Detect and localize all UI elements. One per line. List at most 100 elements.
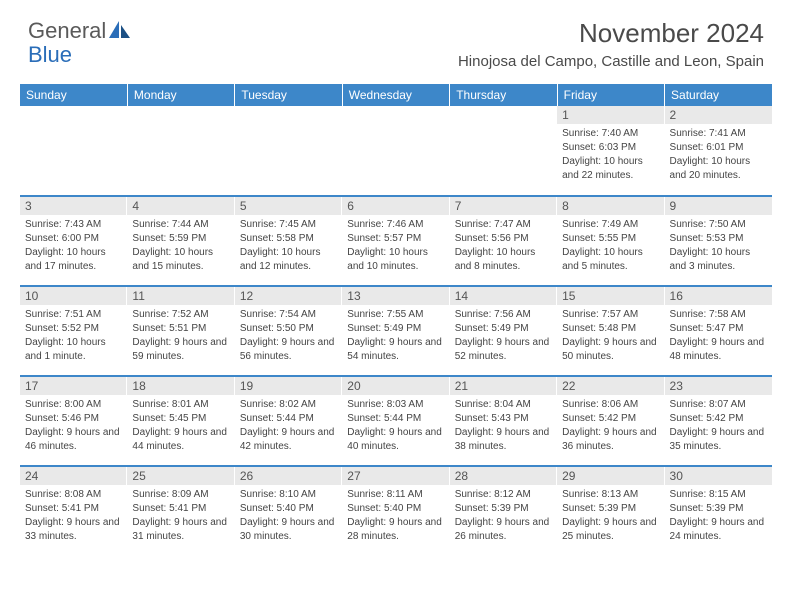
sunrise-text: Sunrise: 8:13 AM xyxy=(562,488,659,502)
sunset-text: Sunset: 5:51 PM xyxy=(132,322,229,336)
daylight-text: Daylight: 10 hours and 12 minutes. xyxy=(240,246,337,274)
sunrise-text: Sunrise: 7:58 AM xyxy=(670,308,767,322)
calendar-day-cell: 5Sunrise: 7:45 AMSunset: 5:58 PMDaylight… xyxy=(235,196,342,286)
calendar-day-cell: 20Sunrise: 8:03 AMSunset: 5:44 PMDayligh… xyxy=(342,376,449,466)
day-number: 11 xyxy=(127,287,234,305)
daylight-text: Daylight: 9 hours and 40 minutes. xyxy=(347,426,444,454)
calendar-day-cell: 13Sunrise: 7:55 AMSunset: 5:49 PMDayligh… xyxy=(342,286,449,376)
daylight-text: Daylight: 9 hours and 50 minutes. xyxy=(562,336,659,364)
day-content: Sunrise: 7:55 AMSunset: 5:49 PMDaylight:… xyxy=(342,305,449,368)
day-content: Sunrise: 7:50 AMSunset: 5:53 PMDaylight:… xyxy=(665,215,772,278)
calendar-week-row: 3Sunrise: 7:43 AMSunset: 6:00 PMDaylight… xyxy=(20,196,772,286)
calendar-day-cell: 22Sunrise: 8:06 AMSunset: 5:42 PMDayligh… xyxy=(557,376,664,466)
day-number: 1 xyxy=(557,106,664,124)
daylight-text: Daylight: 9 hours and 59 minutes. xyxy=(132,336,229,364)
day-number: 26 xyxy=(235,467,342,485)
logo-sail-icon xyxy=(108,20,132,40)
sunrise-text: Sunrise: 7:43 AM xyxy=(25,218,122,232)
calendar-day-cell: 28Sunrise: 8:12 AMSunset: 5:39 PMDayligh… xyxy=(450,466,557,556)
sunset-text: Sunset: 5:43 PM xyxy=(455,412,552,426)
day-number: 19 xyxy=(235,377,342,395)
calendar-day-cell: 3Sunrise: 7:43 AMSunset: 6:00 PMDaylight… xyxy=(20,196,127,286)
sunrise-text: Sunrise: 8:04 AM xyxy=(455,398,552,412)
day-number: 2 xyxy=(665,106,772,124)
sunrise-text: Sunrise: 8:08 AM xyxy=(25,488,122,502)
sunset-text: Sunset: 5:49 PM xyxy=(347,322,444,336)
calendar-day-cell xyxy=(127,106,234,196)
day-content: Sunrise: 7:45 AMSunset: 5:58 PMDaylight:… xyxy=(235,215,342,278)
day-number: 4 xyxy=(127,197,234,215)
sunset-text: Sunset: 5:55 PM xyxy=(562,232,659,246)
sunrise-text: Sunrise: 7:55 AM xyxy=(347,308,444,322)
sunset-text: Sunset: 5:47 PM xyxy=(670,322,767,336)
sunrise-text: Sunrise: 7:41 AM xyxy=(670,127,767,141)
daylight-text: Daylight: 9 hours and 30 minutes. xyxy=(240,516,337,544)
daylight-text: Daylight: 9 hours and 33 minutes. xyxy=(25,516,122,544)
sunrise-text: Sunrise: 7:56 AM xyxy=(455,308,552,322)
calendar-day-cell xyxy=(20,106,127,196)
calendar-day-cell: 6Sunrise: 7:46 AMSunset: 5:57 PMDaylight… xyxy=(342,196,449,286)
daylight-text: Daylight: 9 hours and 24 minutes. xyxy=(670,516,767,544)
day-number: 15 xyxy=(557,287,664,305)
day-content: Sunrise: 8:13 AMSunset: 5:39 PMDaylight:… xyxy=(557,485,664,548)
calendar-day-cell: 9Sunrise: 7:50 AMSunset: 5:53 PMDaylight… xyxy=(665,196,772,286)
sunset-text: Sunset: 5:48 PM xyxy=(562,322,659,336)
sunrise-text: Sunrise: 7:40 AM xyxy=(562,127,659,141)
sunrise-text: Sunrise: 7:49 AM xyxy=(562,218,659,232)
daylight-text: Daylight: 10 hours and 17 minutes. xyxy=(25,246,122,274)
sunset-text: Sunset: 5:42 PM xyxy=(670,412,767,426)
sunrise-text: Sunrise: 7:46 AM xyxy=(347,218,444,232)
sunset-text: Sunset: 5:39 PM xyxy=(562,502,659,516)
day-number xyxy=(127,106,234,124)
sunset-text: Sunset: 5:41 PM xyxy=(25,502,122,516)
sunset-text: Sunset: 5:56 PM xyxy=(455,232,552,246)
day-number: 24 xyxy=(20,467,127,485)
sunrise-text: Sunrise: 7:47 AM xyxy=(455,218,552,232)
day-content: Sunrise: 8:02 AMSunset: 5:44 PMDaylight:… xyxy=(235,395,342,458)
sunset-text: Sunset: 5:42 PM xyxy=(562,412,659,426)
calendar-day-cell: 10Sunrise: 7:51 AMSunset: 5:52 PMDayligh… xyxy=(20,286,127,376)
sunset-text: Sunset: 5:40 PM xyxy=(347,502,444,516)
logo-text-general: General xyxy=(28,18,106,44)
weekday-header: Monday xyxy=(127,84,234,106)
sunset-text: Sunset: 5:41 PM xyxy=(132,502,229,516)
sunset-text: Sunset: 5:39 PM xyxy=(455,502,552,516)
daylight-text: Daylight: 10 hours and 5 minutes. xyxy=(562,246,659,274)
sunset-text: Sunset: 5:58 PM xyxy=(240,232,337,246)
calendar-day-cell: 19Sunrise: 8:02 AMSunset: 5:44 PMDayligh… xyxy=(235,376,342,466)
daylight-text: Daylight: 10 hours and 10 minutes. xyxy=(347,246,444,274)
location-subtitle: Hinojosa del Campo, Castille and Leon, S… xyxy=(458,53,764,70)
day-number: 3 xyxy=(20,197,127,215)
sunrise-text: Sunrise: 7:44 AM xyxy=(132,218,229,232)
day-content: Sunrise: 7:47 AMSunset: 5:56 PMDaylight:… xyxy=(450,215,557,278)
sunset-text: Sunset: 5:39 PM xyxy=(670,502,767,516)
logo-text-blue: Blue xyxy=(28,42,72,68)
header: General November 2024 Hinojosa del Campo… xyxy=(0,0,792,78)
day-content: Sunrise: 7:58 AMSunset: 5:47 PMDaylight:… xyxy=(665,305,772,368)
day-number: 9 xyxy=(665,197,772,215)
sunset-text: Sunset: 6:01 PM xyxy=(670,141,767,155)
calendar-day-cell: 29Sunrise: 8:13 AMSunset: 5:39 PMDayligh… xyxy=(557,466,664,556)
daylight-text: Daylight: 10 hours and 8 minutes. xyxy=(455,246,552,274)
day-content: Sunrise: 7:54 AMSunset: 5:50 PMDaylight:… xyxy=(235,305,342,368)
logo: General xyxy=(28,18,132,44)
sunrise-text: Sunrise: 8:11 AM xyxy=(347,488,444,502)
sunrise-text: Sunrise: 8:07 AM xyxy=(670,398,767,412)
calendar-day-cell: 15Sunrise: 7:57 AMSunset: 5:48 PMDayligh… xyxy=(557,286,664,376)
calendar-day-cell: 27Sunrise: 8:11 AMSunset: 5:40 PMDayligh… xyxy=(342,466,449,556)
day-content: Sunrise: 7:56 AMSunset: 5:49 PMDaylight:… xyxy=(450,305,557,368)
weekday-header: Sunday xyxy=(20,84,127,106)
day-content: Sunrise: 7:46 AMSunset: 5:57 PMDaylight:… xyxy=(342,215,449,278)
sunset-text: Sunset: 5:57 PM xyxy=(347,232,444,246)
calendar-table: Sunday Monday Tuesday Wednesday Thursday… xyxy=(20,84,772,556)
calendar-day-cell: 30Sunrise: 8:15 AMSunset: 5:39 PMDayligh… xyxy=(665,466,772,556)
sunrise-text: Sunrise: 7:50 AM xyxy=(670,218,767,232)
daylight-text: Daylight: 10 hours and 15 minutes. xyxy=(132,246,229,274)
sunrise-text: Sunrise: 8:10 AM xyxy=(240,488,337,502)
sunset-text: Sunset: 5:46 PM xyxy=(25,412,122,426)
day-number: 5 xyxy=(235,197,342,215)
day-number: 30 xyxy=(665,467,772,485)
day-number: 25 xyxy=(127,467,234,485)
day-number: 7 xyxy=(450,197,557,215)
day-content: Sunrise: 8:03 AMSunset: 5:44 PMDaylight:… xyxy=(342,395,449,458)
